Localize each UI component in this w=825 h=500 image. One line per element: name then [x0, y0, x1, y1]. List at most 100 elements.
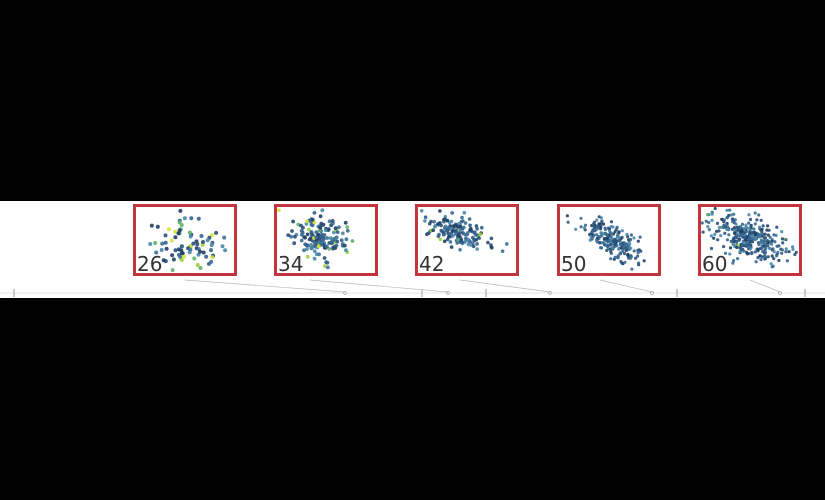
scatter-point: [443, 217, 447, 221]
scatter-point: [728, 246, 733, 250]
scatter-point: [729, 213, 733, 217]
scatter-point: [305, 232, 310, 237]
scatter-point: [209, 248, 213, 253]
scatter-point: [163, 240, 168, 245]
scatter-point: [753, 211, 757, 215]
scatter-point: [344, 237, 349, 242]
scatter-point: [173, 248, 178, 253]
scatter-point: [759, 218, 763, 222]
panel-label-4: 50: [561, 252, 587, 276]
scatter-point: [171, 257, 176, 262]
scatter-point: [717, 229, 721, 233]
scatter-point: [621, 243, 625, 247]
snapshot-panel-4: 50: [557, 204, 661, 276]
scatter-point: [628, 242, 632, 246]
scatter-point: [626, 235, 630, 239]
scatter-point: [188, 247, 193, 252]
scatter-point: [606, 226, 610, 230]
scatter-point: [475, 242, 479, 246]
scatter-point: [760, 246, 764, 250]
scatter-point: [610, 246, 614, 250]
scatter-point: [727, 233, 731, 237]
scatter-point: [331, 245, 335, 250]
panel-label-5: 60: [702, 252, 728, 276]
scatter-point: [582, 226, 587, 230]
scatter-point: [292, 241, 297, 246]
scatter-point: [741, 233, 745, 238]
scatter-point: [636, 248, 640, 252]
scatter-point: [600, 233, 604, 238]
scatter-point: [589, 234, 593, 238]
scatter-point: [209, 243, 214, 248]
scatter-point: [179, 244, 184, 249]
scatter-point: [642, 259, 646, 263]
scatter-point: [753, 232, 758, 236]
scatter-point: [277, 208, 281, 213]
scatter-point: [199, 234, 204, 238]
scatter-point: [615, 244, 619, 248]
scatter-point: [466, 237, 471, 242]
scatter-point: [609, 225, 613, 229]
axis-line: [459, 279, 551, 293]
scatter-point: [759, 258, 763, 262]
scatter-point: [762, 241, 766, 245]
scatter-point: [639, 249, 643, 253]
scatter-point: [706, 225, 710, 229]
scatter-point: [605, 244, 610, 248]
scatter-point: [725, 215, 729, 220]
scatter-point: [772, 257, 776, 261]
scatter-point: [763, 236, 768, 240]
scatter-point: [728, 208, 732, 212]
scatter-point: [706, 213, 710, 217]
scatter-point: [605, 233, 609, 237]
scatter-point: [204, 254, 209, 259]
scatter-point: [331, 238, 336, 242]
scatter-point: [610, 237, 614, 241]
scatter-point: [598, 227, 603, 231]
scatter-point: [299, 229, 304, 233]
scatter-point: [210, 233, 215, 237]
scatter-point: [177, 228, 182, 233]
scatter-point: [734, 233, 738, 238]
scatter-point: [776, 250, 780, 254]
scatter-point: [196, 252, 201, 257]
scatter-point: [209, 259, 214, 264]
scatter-point: [758, 233, 762, 237]
scatter-point: [500, 249, 505, 253]
scatter-point: [335, 230, 340, 234]
scatter-point: [748, 217, 753, 222]
scatter-point: [722, 218, 726, 222]
scatter-point: [592, 220, 597, 224]
scatter-point: [600, 241, 604, 245]
scatter-point: [170, 268, 175, 273]
scatter-cloud-1: [148, 208, 228, 273]
scatter-point: [471, 241, 475, 245]
scatter-point: [442, 239, 447, 244]
scatter-point: [463, 221, 468, 225]
scatter-point: [736, 257, 740, 261]
scatter-point: [766, 255, 770, 259]
scatter-point: [179, 223, 184, 227]
scatter-point: [622, 252, 627, 256]
scatter-point: [475, 227, 479, 231]
scatter-point: [350, 239, 355, 243]
scatter-point: [623, 260, 627, 264]
scatter-point: [201, 240, 205, 244]
scatter-point: [337, 225, 341, 230]
scatter-point: [454, 232, 458, 236]
scatter-point: [726, 228, 730, 232]
scatter-point: [616, 256, 620, 260]
scatter-point: [448, 224, 452, 228]
scatter-point: [423, 219, 427, 223]
scatter-point: [762, 244, 766, 248]
snapshot-panel-2: 34: [274, 204, 378, 276]
scatter-point: [445, 218, 450, 223]
scatter-point: [742, 231, 746, 235]
scatter-point: [441, 230, 445, 234]
scatter-point: [787, 250, 791, 254]
scatter-point: [758, 254, 762, 258]
scatter-point: [744, 225, 749, 229]
scatter-point: [737, 238, 741, 242]
scatter-point: [451, 224, 456, 228]
scatter-point: [766, 233, 770, 237]
